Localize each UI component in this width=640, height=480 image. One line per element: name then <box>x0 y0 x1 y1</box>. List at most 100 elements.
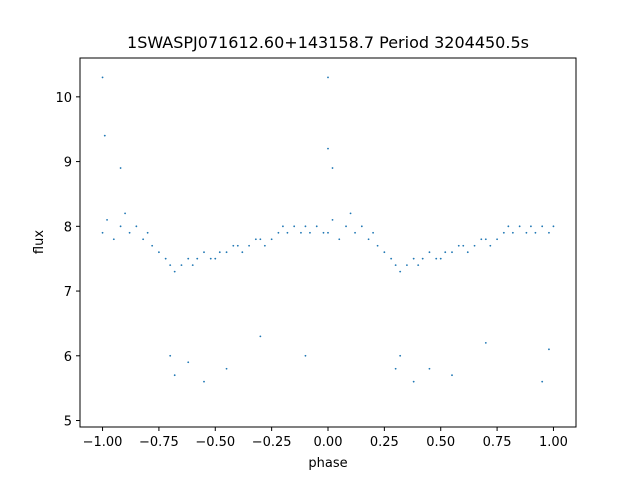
data-point <box>300 231 302 234</box>
data-point <box>106 218 108 221</box>
data-point <box>473 244 476 247</box>
y-tick-label: 10 <box>55 91 72 106</box>
data-point <box>248 244 250 247</box>
data-point <box>282 225 284 228</box>
data-point <box>496 238 498 241</box>
y-tick-label: 8 <box>64 220 72 235</box>
x-tick-label: −0.75 <box>139 435 179 450</box>
data-point <box>315 225 318 228</box>
data-point <box>270 238 273 241</box>
x-axis-label: phase <box>308 456 347 471</box>
x-tick-label: 0.25 <box>370 435 399 450</box>
data-point <box>507 225 510 228</box>
data-point <box>406 264 408 267</box>
data-point <box>372 231 374 234</box>
data-point <box>412 257 415 260</box>
data-point <box>518 225 521 228</box>
data-point <box>241 251 244 254</box>
data-point <box>277 231 280 234</box>
data-point <box>151 244 154 247</box>
data-points <box>101 76 555 383</box>
data-point <box>338 238 341 241</box>
plot-frame <box>79 57 577 428</box>
data-point <box>101 231 104 234</box>
data-point <box>360 225 363 228</box>
data-point <box>187 361 190 364</box>
data-point <box>541 380 544 383</box>
data-point <box>164 257 167 260</box>
data-point <box>135 225 138 228</box>
data-point <box>421 257 424 260</box>
data-point <box>128 231 131 234</box>
data-point <box>103 134 106 137</box>
data-point <box>444 251 447 254</box>
data-point <box>124 212 126 215</box>
data-point <box>322 231 325 234</box>
data-point <box>173 374 176 377</box>
data-point <box>451 251 453 254</box>
data-point <box>196 257 199 260</box>
data-point <box>286 231 289 234</box>
data-point <box>367 238 370 241</box>
data-point <box>327 231 329 234</box>
data-point <box>534 231 537 234</box>
data-point <box>530 225 532 228</box>
data-point <box>203 251 205 254</box>
x-tick-label: 0.00 <box>314 435 343 450</box>
data-point <box>259 238 262 241</box>
data-point <box>511 231 514 234</box>
data-point <box>119 225 122 228</box>
data-point <box>263 244 266 247</box>
data-point <box>259 335 262 338</box>
data-point <box>417 264 420 267</box>
data-point <box>541 225 544 228</box>
data-point <box>180 264 183 267</box>
data-point <box>214 257 217 260</box>
data-point <box>218 251 221 254</box>
y-tick-label: 6 <box>64 350 72 365</box>
data-point <box>525 231 528 234</box>
data-point <box>225 367 228 370</box>
data-point <box>552 225 555 228</box>
y-axis: 5 6 7 8 9 10 <box>55 91 80 430</box>
x-tick-label: 0.75 <box>483 435 512 450</box>
data-point <box>304 225 307 228</box>
data-point <box>119 167 122 169</box>
data-point <box>232 244 235 247</box>
data-point <box>331 167 334 169</box>
data-point <box>376 244 379 247</box>
data-point <box>158 251 160 254</box>
data-point <box>169 264 172 267</box>
data-point <box>173 270 176 273</box>
data-point <box>435 257 438 260</box>
y-tick-label: 5 <box>64 415 72 430</box>
data-point <box>548 231 550 234</box>
data-point <box>466 251 469 254</box>
data-point <box>451 374 453 377</box>
data-point <box>225 251 228 254</box>
data-point <box>548 348 550 351</box>
data-point <box>484 238 487 241</box>
data-point <box>484 341 487 344</box>
data-point <box>428 367 431 370</box>
x-tick-label: −0.50 <box>195 435 235 450</box>
data-point <box>254 238 257 241</box>
data-point <box>327 76 329 79</box>
data-point <box>331 218 334 221</box>
data-point <box>383 251 386 254</box>
data-point <box>203 380 205 383</box>
data-point <box>462 244 465 247</box>
data-point <box>169 354 172 357</box>
data-point <box>394 367 397 370</box>
data-point <box>399 354 402 357</box>
x-tick-label: −1.00 <box>83 435 123 450</box>
y-tick-label: 7 <box>64 285 72 300</box>
x-axis: −1.00 −0.75 −0.50 −0.25 0.00 0.25 0.50 0.75 1.00 <box>83 427 568 450</box>
data-point <box>457 244 460 247</box>
data-point <box>354 231 356 234</box>
data-point <box>390 257 393 260</box>
data-point <box>146 231 149 234</box>
x-tick-label: −0.25 <box>252 435 292 450</box>
x-tick-label: 0.50 <box>426 435 455 450</box>
data-point <box>309 231 311 234</box>
